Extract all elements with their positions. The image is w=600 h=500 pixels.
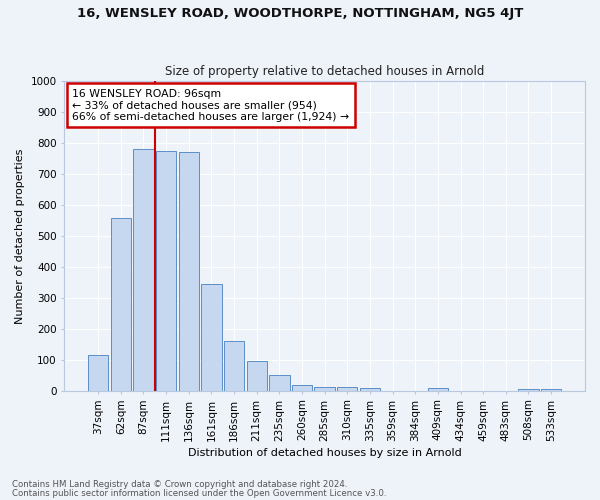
Bar	[224, 341, 244, 391]
Bar	[292, 384, 312, 391]
X-axis label: Distribution of detached houses by size in Arnold: Distribution of detached houses by size …	[188, 448, 461, 458]
Bar	[360, 388, 380, 391]
Bar	[541, 388, 562, 391]
Bar	[247, 360, 267, 391]
Text: Contains public sector information licensed under the Open Government Licence v3: Contains public sector information licen…	[12, 488, 386, 498]
Text: 16, WENSLEY ROAD, WOODTHORPE, NOTTINGHAM, NG5 4JT: 16, WENSLEY ROAD, WOODTHORPE, NOTTINGHAM…	[77, 8, 523, 20]
Bar	[133, 149, 154, 391]
Text: Contains HM Land Registry data © Crown copyright and database right 2024.: Contains HM Land Registry data © Crown c…	[12, 480, 347, 489]
Text: 16 WENSLEY ROAD: 96sqm
← 33% of detached houses are smaller (954)
66% of semi-de: 16 WENSLEY ROAD: 96sqm ← 33% of detached…	[72, 89, 349, 122]
Bar	[314, 387, 335, 391]
Bar	[88, 355, 109, 391]
Bar	[110, 218, 131, 391]
Bar	[518, 388, 539, 391]
Bar	[201, 284, 221, 391]
Bar	[269, 376, 290, 391]
Title: Size of property relative to detached houses in Arnold: Size of property relative to detached ho…	[165, 66, 484, 78]
Bar	[179, 152, 199, 391]
Y-axis label: Number of detached properties: Number of detached properties	[15, 148, 25, 324]
Bar	[337, 387, 358, 391]
Bar	[428, 388, 448, 391]
Bar	[156, 150, 176, 391]
